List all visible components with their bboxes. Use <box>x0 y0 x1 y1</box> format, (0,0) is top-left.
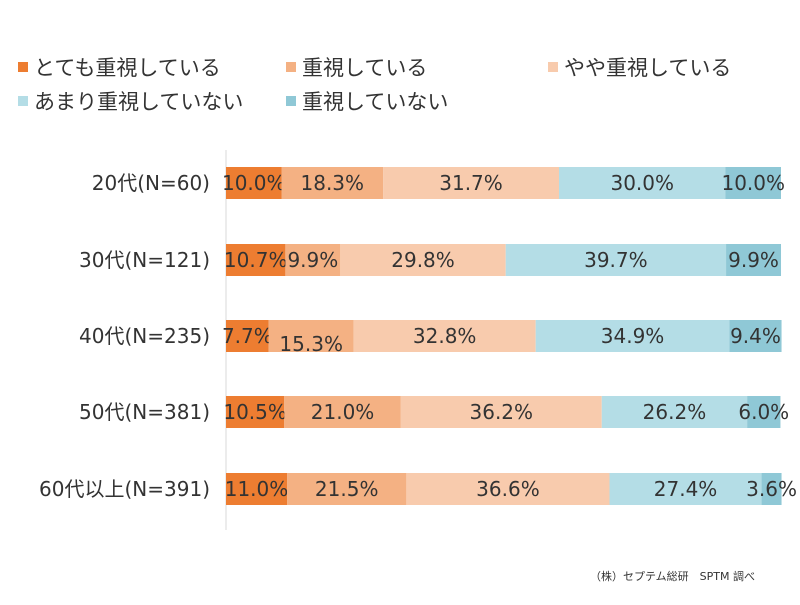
bar-segment <box>340 244 506 276</box>
data-label: 6.0% <box>738 400 789 424</box>
data-label: 36.2% <box>470 400 534 424</box>
data-label: 18.3% <box>301 171 365 195</box>
data-label: 3.6% <box>746 477 797 501</box>
bar-segment <box>726 244 782 276</box>
data-label: 39.7% <box>584 248 648 272</box>
bar-segment <box>406 473 610 505</box>
bar-segment <box>226 396 285 428</box>
bar-segment <box>601 396 748 428</box>
data-label: 29.8% <box>391 248 455 272</box>
data-label: 7.7% <box>222 324 273 348</box>
bar-segment <box>400 396 602 428</box>
data-label: 21.5% <box>315 477 379 501</box>
data-label: 21.0% <box>311 400 375 424</box>
bar-segment <box>559 167 726 199</box>
legend-item: とても重視している <box>18 52 221 82</box>
legend-label: やや重視している <box>564 56 732 80</box>
data-label: 11.0% <box>225 477 289 501</box>
data-label: 10.5% <box>223 400 287 424</box>
legend-swatch <box>286 62 296 72</box>
data-label: 36.6% <box>476 477 540 501</box>
legend-swatch <box>286 96 296 106</box>
data-label: 9.9% <box>287 248 338 272</box>
data-label: 30.0% <box>610 171 674 195</box>
legend-item: 重視していない <box>286 86 448 116</box>
bar-segment <box>285 244 341 276</box>
data-label: 9.9% <box>728 248 779 272</box>
legend-swatch <box>18 62 28 72</box>
bar-segment <box>383 167 560 199</box>
data-label: 15.3% <box>279 332 343 356</box>
bar-segment <box>725 167 781 199</box>
legend-item: 重視している <box>286 52 427 82</box>
bar-segment <box>284 396 401 428</box>
category-label: 40代(N=235) <box>79 324 210 348</box>
source-note: （株）セプテム総研 SPTM 調べ <box>590 570 755 583</box>
legend-label: とても重視している <box>34 56 221 80</box>
legend-label: 重視していない <box>302 90 449 114</box>
bar-segment <box>226 320 269 352</box>
bar-segment <box>353 320 536 352</box>
bar-segment <box>747 396 781 428</box>
bar-segment <box>226 473 288 505</box>
data-label: 10.0% <box>721 171 785 195</box>
data-label: 10.7% <box>224 248 288 272</box>
data-label: 26.2% <box>643 400 707 424</box>
category-label: 50代(N=381) <box>79 400 210 424</box>
legend-item: やや重視している <box>548 52 731 82</box>
category-label: 30代(N=121) <box>79 248 210 272</box>
bar-segment <box>535 320 730 352</box>
bar-segment <box>226 167 282 199</box>
bar-segment <box>505 244 727 276</box>
bar-segment <box>226 244 286 276</box>
bar-segment <box>609 473 762 505</box>
category-label: 60代以上(N=391) <box>39 477 210 501</box>
category-label: 20代(N=60) <box>92 171 210 195</box>
data-label: 27.4% <box>654 477 718 501</box>
bar-segment <box>761 473 782 505</box>
bar-segment <box>281 167 384 199</box>
legend-item: あまり重視していない <box>18 86 243 116</box>
legend-label: 重視している <box>302 56 428 80</box>
data-label: 31.7% <box>439 171 503 195</box>
data-label: 32.8% <box>413 324 477 348</box>
bar-segment <box>268 320 354 352</box>
data-label: 10.0% <box>222 171 286 195</box>
legend-label: あまり重視していない <box>34 90 244 114</box>
bar-segment <box>287 473 407 505</box>
legend-swatch <box>18 96 28 106</box>
legend-swatch <box>548 62 558 72</box>
data-label: 34.9% <box>601 324 665 348</box>
bar-segment <box>729 320 782 352</box>
data-label: 9.4% <box>730 324 781 348</box>
